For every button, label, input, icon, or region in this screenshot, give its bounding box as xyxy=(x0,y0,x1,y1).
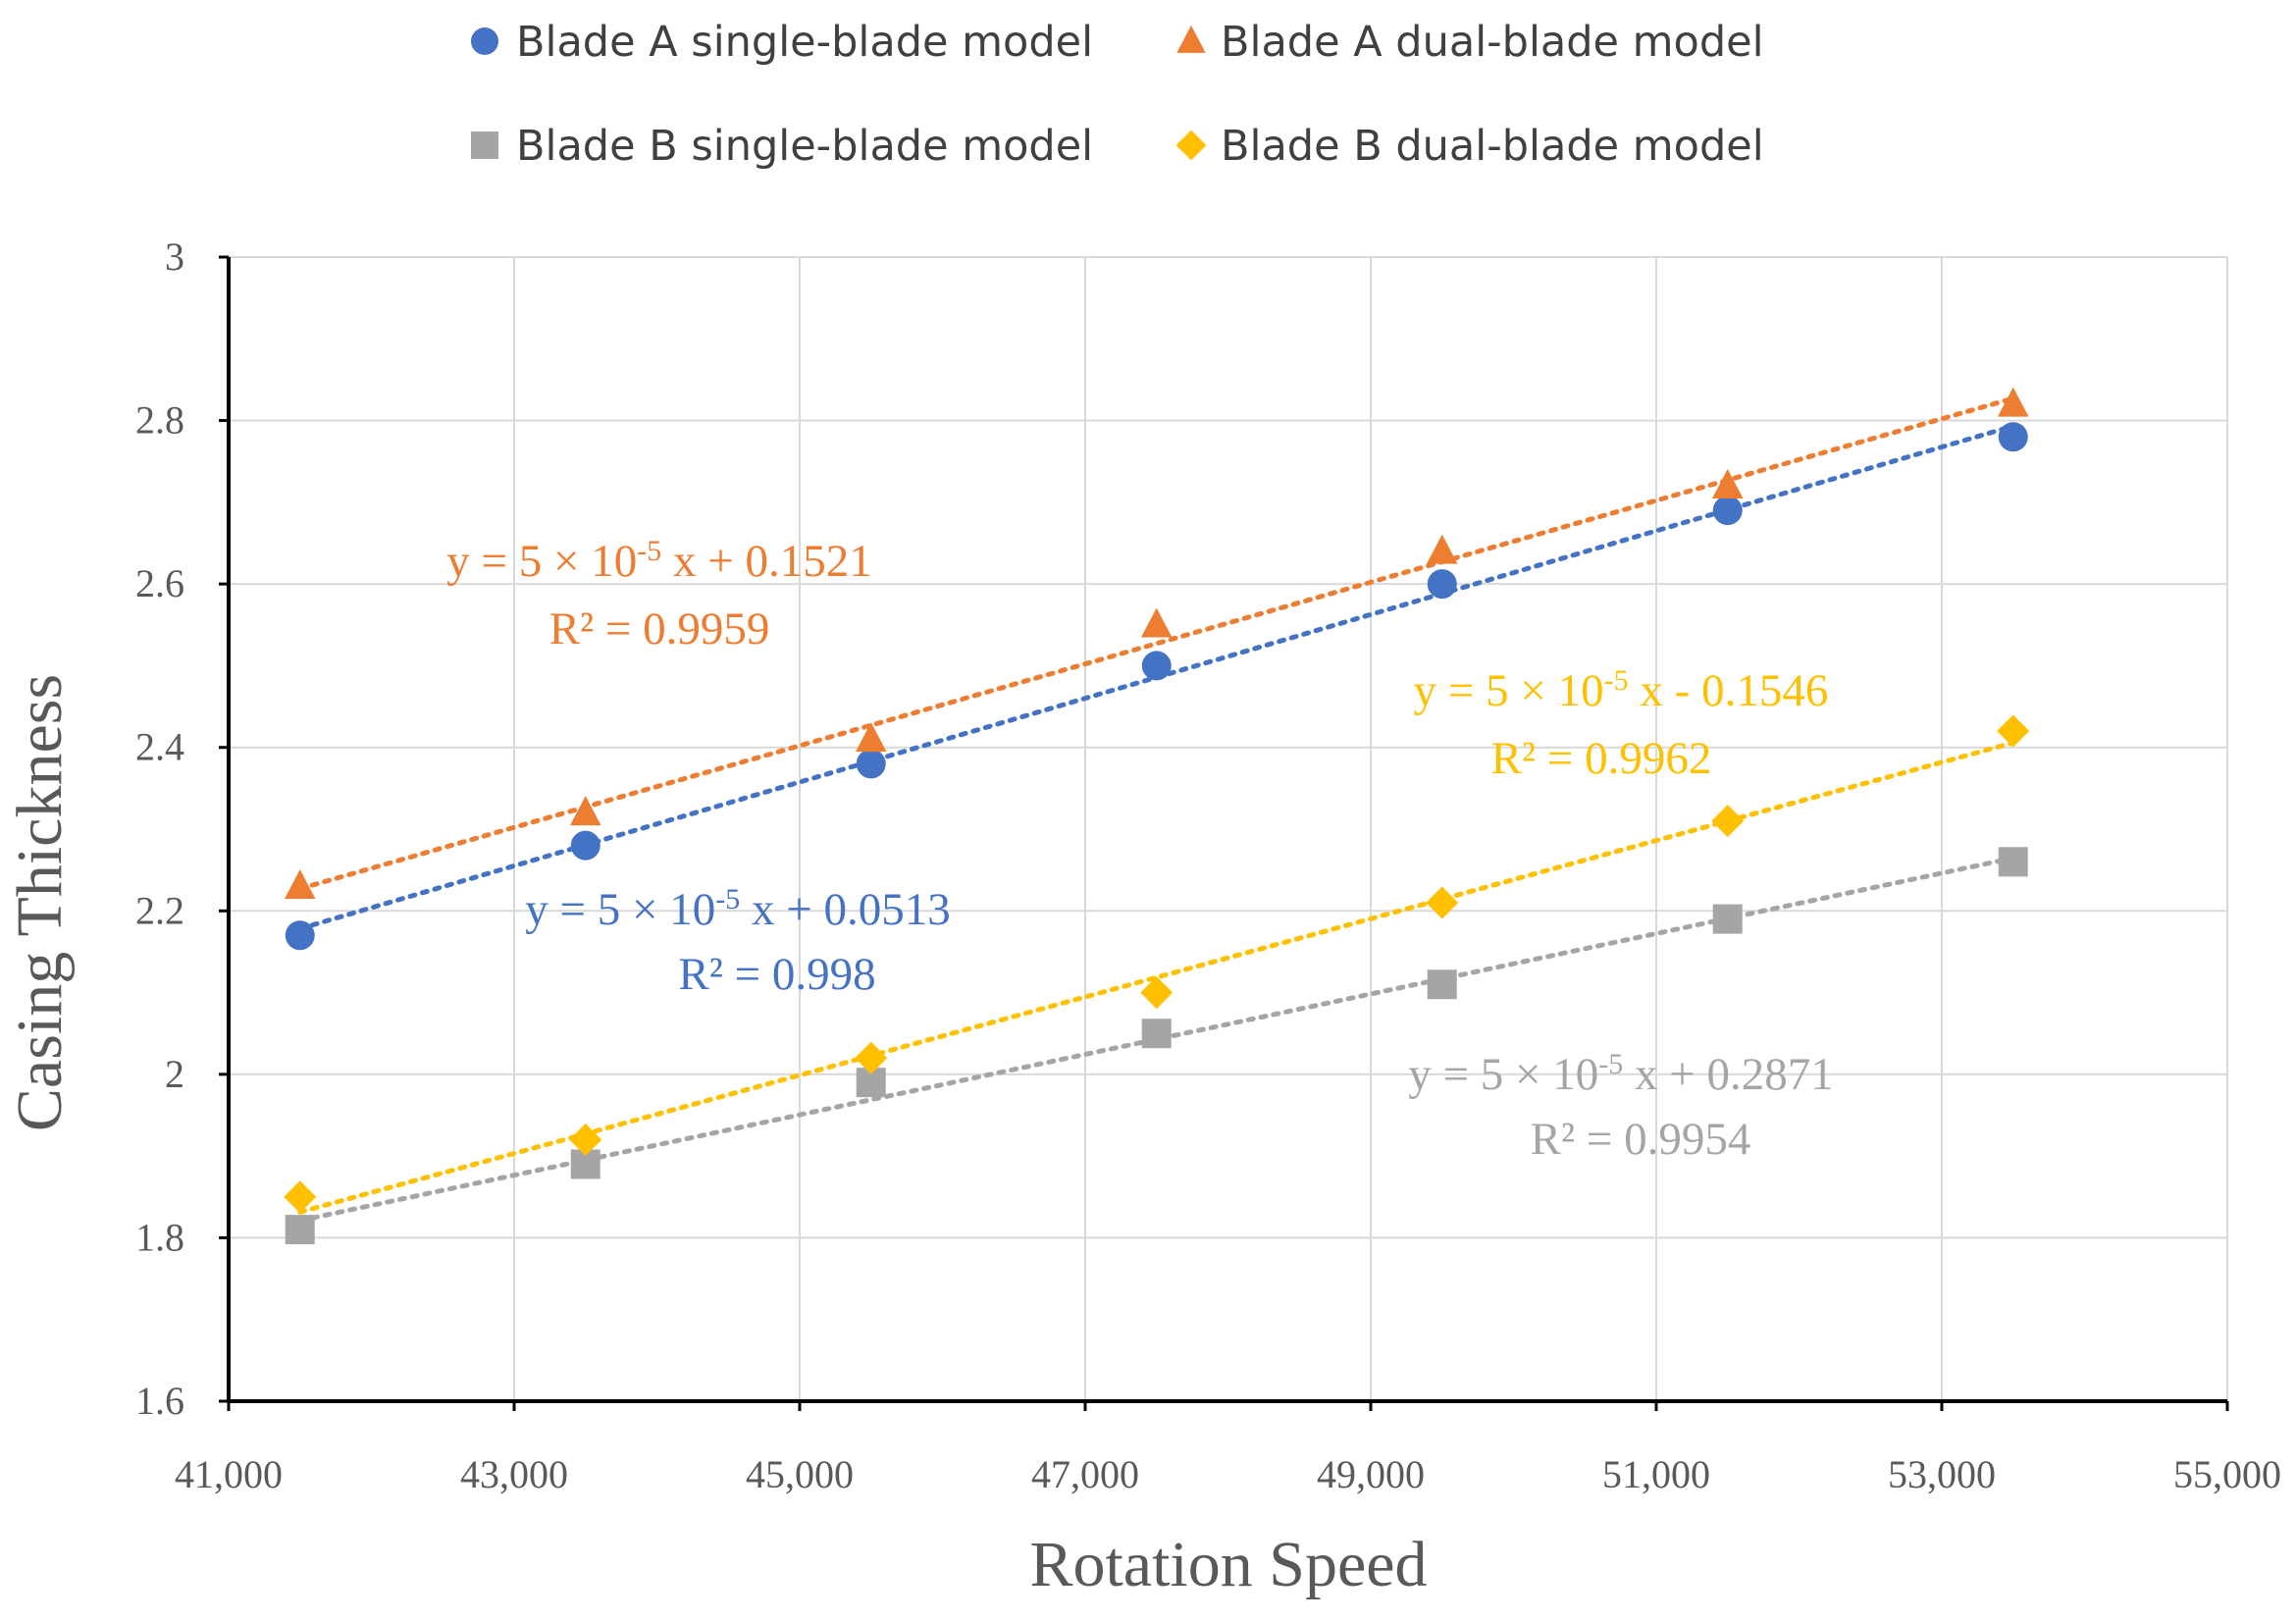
y-tick-label: 3 xyxy=(165,235,184,279)
legend-label: Blade B single-blade model xyxy=(516,122,1093,171)
legend: Blade A single-blade model Blade A dual-b… xyxy=(471,18,1764,171)
legend-item: Blade B single-blade model xyxy=(471,122,1093,171)
trendline-equation: y = 5 × 10-5 x + 0.2871 xyxy=(1408,1048,1834,1100)
x-tick-label: 43,000 xyxy=(460,1452,568,1496)
point-series-2 xyxy=(1712,468,1744,498)
y-tick-label: 1.8 xyxy=(135,1215,184,1259)
x-tick-label: 51,000 xyxy=(1602,1452,1710,1496)
y-axis-title: Casing Thickness xyxy=(4,674,76,1131)
point-series-4 xyxy=(284,1180,317,1214)
legend-item: Blade A dual-blade model xyxy=(1176,18,1764,67)
point-series-4 xyxy=(855,1041,888,1074)
point-series-1 xyxy=(1998,422,2028,452)
trendline-r-squared: R² = 0.998 xyxy=(678,949,875,1000)
legend-label: Blade A dual-blade model xyxy=(1221,18,1764,67)
point-series-3 xyxy=(1141,1019,1172,1049)
point-series-4 xyxy=(1426,886,1459,919)
trendline-equations: y = 5 × 10-5 x + 0.0513 R² = 0.998 y = 5 ×… xyxy=(446,535,1834,1165)
point-series-4 xyxy=(1140,976,1174,1010)
legend-marker xyxy=(471,27,498,55)
x-tick-label: 49,000 xyxy=(1317,1452,1425,1496)
trendline-r-squared: R² = 0.9959 xyxy=(549,603,770,654)
trendline-equation: y = 5 × 10-5 x + 0.0513 xyxy=(525,883,951,935)
x-tick-label: 47,000 xyxy=(1031,1452,1139,1496)
point-series-2 xyxy=(856,722,887,753)
legend-marker xyxy=(1175,130,1207,161)
trendline-r-squared: R² = 0.9954 xyxy=(1531,1114,1751,1165)
data-points xyxy=(284,387,2030,1245)
legend-label: Blade B dual-blade model xyxy=(1221,122,1764,171)
legend-item: Blade A single-blade model xyxy=(471,18,1093,67)
y-tick-label: 1.6 xyxy=(135,1379,184,1423)
legend-marker xyxy=(471,131,498,159)
point-series-4 xyxy=(1997,714,2030,748)
y-tick-label: 2 xyxy=(165,1052,184,1096)
legend-label: Blade A single-blade model xyxy=(516,18,1093,67)
x-tick-label: 53,000 xyxy=(1888,1452,1996,1496)
x-axis-title: Rotation Speed xyxy=(1029,1529,1427,1600)
y-tick-label: 2.2 xyxy=(135,888,184,932)
trendline-r-squared: R² = 0.9962 xyxy=(1491,733,1712,784)
x-tick-label: 41,000 xyxy=(175,1452,283,1496)
x-tick-label: 55,000 xyxy=(2173,1452,2281,1496)
point-series-1 xyxy=(285,920,315,951)
y-tick-label: 2.6 xyxy=(135,561,184,605)
point-series-2 xyxy=(1427,534,1458,564)
legend-marker xyxy=(1176,25,1206,53)
point-series-2 xyxy=(285,869,316,900)
point-series-1 xyxy=(1427,569,1457,600)
point-series-3 xyxy=(1427,969,1457,1000)
point-series-3 xyxy=(285,1215,315,1245)
y-tick-label: 2.4 xyxy=(135,725,184,769)
trendline-equation: y = 5 × 10-5 x + 0.1521 xyxy=(446,535,872,587)
y-tick-label: 2.8 xyxy=(135,398,184,443)
point-series-1 xyxy=(1712,496,1743,526)
point-series-2 xyxy=(1998,387,2029,417)
gridlines xyxy=(229,256,2228,1401)
point-series-3 xyxy=(1712,904,1743,934)
trendline-equation: y = 5 × 10-5 x - 0.1546 xyxy=(1414,664,1829,716)
point-series-1 xyxy=(1141,651,1172,681)
axes: 1.6 1.8 2 2.2 2.4 2.6 2.8 3 41,000 43,000 45,000 47… xyxy=(135,235,2281,1496)
point-series-2 xyxy=(570,796,601,826)
point-series-1 xyxy=(856,749,886,779)
point-series-3 xyxy=(1998,847,2028,877)
legend-item: Blade B dual-blade model xyxy=(1175,122,1764,171)
point-series-1 xyxy=(570,830,600,861)
point-series-4 xyxy=(1711,805,1745,838)
x-tick-label: 45,000 xyxy=(746,1452,854,1496)
point-series-2 xyxy=(1141,607,1173,638)
point-series-4 xyxy=(569,1123,602,1156)
